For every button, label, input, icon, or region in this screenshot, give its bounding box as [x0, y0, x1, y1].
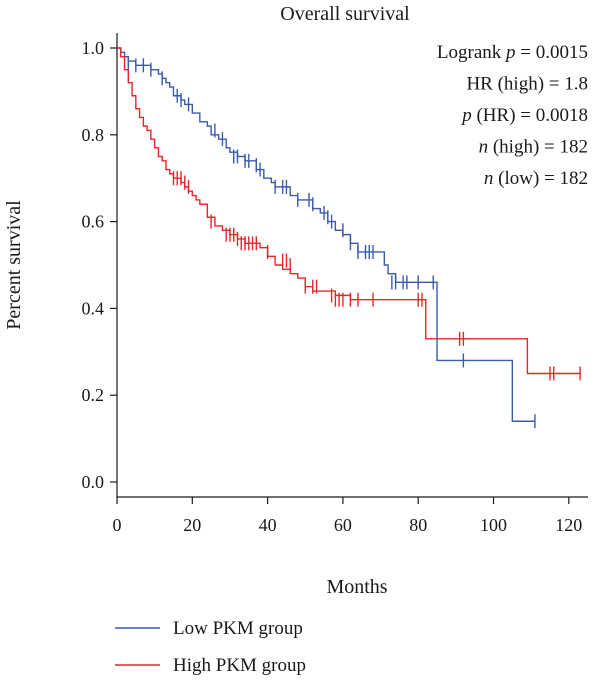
y-tick-label: 0.4 [82, 298, 105, 318]
y-tick-label: 0.8 [82, 125, 105, 145]
stat-line: Logrank p = 0.0015 [437, 42, 588, 63]
stat-line: HR (high) = 1.8 [466, 74, 588, 95]
chart-title: Overall survival [280, 3, 410, 25]
stat-line: n (high) = 182 [479, 137, 588, 158]
legend: Low PKM group High PKM group [115, 618, 306, 676]
y-axis: 0.0 0.2 0.4 0.6 0.8 1.0 [82, 38, 117, 492]
legend-label: High PKM group [173, 655, 306, 676]
survival-curve-high [117, 47, 581, 375]
stats-annotation: Logrank p = 0.0015 HR (high) = 1.8 p (HR) … [437, 42, 588, 189]
x-tick-label: 100 [480, 515, 507, 535]
legend-label: Low PKM group [173, 618, 303, 639]
x-tick-label: 0 [113, 515, 122, 535]
stat-line: p (HR) = 0.0018 [460, 105, 588, 126]
y-axis-label: Percent survival [3, 200, 25, 330]
y-tick-label: 0.0 [82, 472, 105, 492]
x-tick-label: 80 [409, 515, 427, 535]
y-tick-label: 0.6 [82, 212, 105, 232]
plot-frame [116, 33, 588, 498]
x-tick-label: 20 [183, 515, 201, 535]
survival-curve-low [117, 47, 535, 422]
y-tick-label: 1.0 [82, 38, 105, 58]
stat-line: n (low) = 182 [484, 168, 588, 189]
x-tick-label: 40 [259, 515, 277, 535]
series-layer [117, 47, 581, 429]
x-tick-label: 120 [555, 515, 582, 535]
x-tick-label: 60 [334, 515, 352, 535]
x-axis: 0 20 40 60 80 100 120 [113, 497, 582, 535]
y-tick-label: 0.2 [82, 385, 105, 405]
x-axis-label: Months [326, 576, 387, 598]
